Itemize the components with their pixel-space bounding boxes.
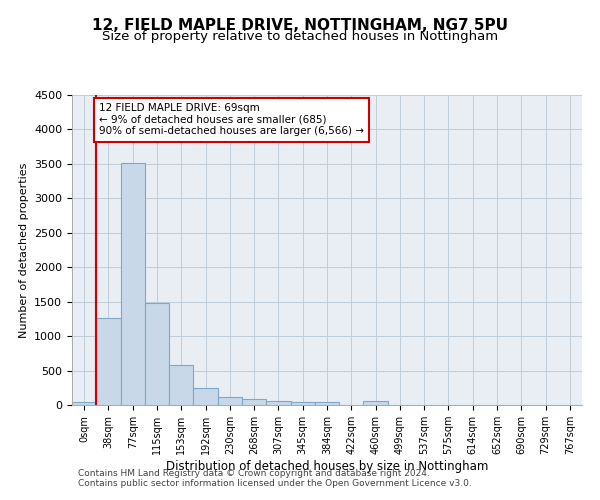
Bar (290, 402, 315, 405)
Text: 12, FIELD MAPLE DRIVE, NOTTINGHAM, NG7 5PU: 12, FIELD MAPLE DRIVE, NOTTINGHAM, NG7 5… (92, 18, 508, 32)
Bar (242, 400, 266, 405)
Bar (266, 401, 290, 405)
Bar (96, 318, 121, 405)
Bar (193, 388, 218, 405)
Bar (72, 402, 96, 405)
Bar (121, 163, 145, 405)
Y-axis label: Number of detached properties: Number of detached properties (19, 162, 29, 338)
Bar (218, 397, 242, 405)
Text: 12 FIELD MAPLE DRIVE: 69sqm
← 9% of detached houses are smaller (685)
90% of sem: 12 FIELD MAPLE DRIVE: 69sqm ← 9% of deta… (99, 104, 364, 136)
Bar (315, 402, 339, 405)
Bar (364, 401, 388, 405)
Bar (169, 365, 193, 405)
Text: Contains HM Land Registry data © Crown copyright and database right 2024.: Contains HM Land Registry data © Crown c… (78, 468, 430, 477)
Bar (145, 303, 169, 405)
X-axis label: Distribution of detached houses by size in Nottingham: Distribution of detached houses by size … (166, 460, 488, 473)
Text: Contains public sector information licensed under the Open Government Licence v3: Contains public sector information licen… (78, 478, 472, 488)
Text: Size of property relative to detached houses in Nottingham: Size of property relative to detached ho… (102, 30, 498, 43)
